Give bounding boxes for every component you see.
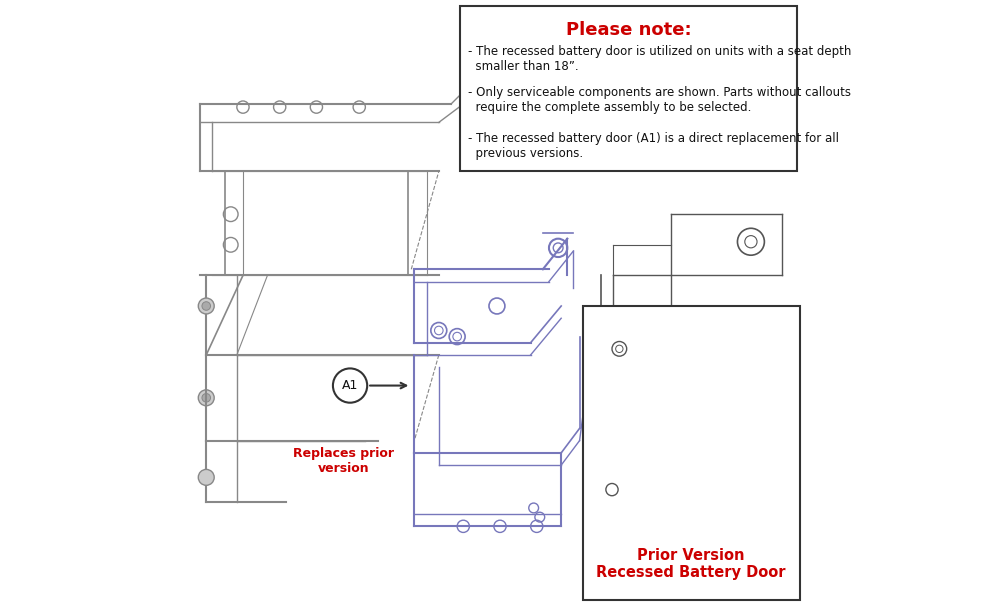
FancyBboxPatch shape [460,6,797,171]
Text: Prior Version
Recessed Battery Door: Prior Version Recessed Battery Door [596,548,786,580]
Text: - The recessed battery door is utilized on units with a seat depth
  smaller tha: - The recessed battery door is utilized … [468,45,851,73]
Text: - The recessed battery door (A1) is a direct replacement for all
  previous vers: - The recessed battery door (A1) is a di… [468,132,839,160]
Text: Please note:: Please note: [566,21,691,39]
Circle shape [333,368,367,403]
Circle shape [202,302,211,310]
Text: - Only serviceable components are shown. Parts without callouts
  require the co: - Only serviceable components are shown.… [468,86,851,114]
Circle shape [198,390,214,406]
Text: Replaces prior
version: Replaces prior version [293,447,394,475]
FancyBboxPatch shape [583,306,800,600]
Circle shape [198,298,214,314]
Text: A1: A1 [342,379,358,392]
Circle shape [202,394,211,402]
Circle shape [198,469,214,485]
